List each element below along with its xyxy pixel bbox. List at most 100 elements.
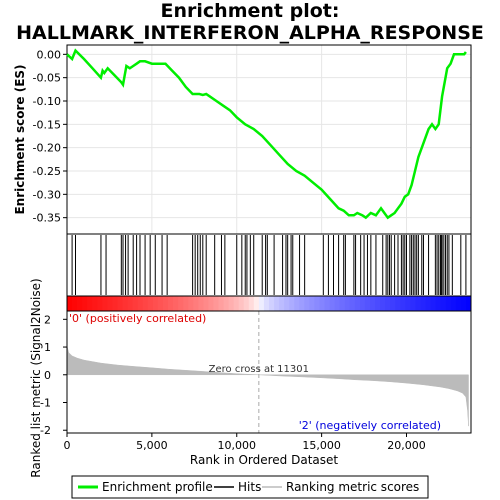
es-ytick-label: -0.35: [33, 212, 61, 225]
rank-ytick-label: 0: [44, 369, 51, 382]
rank-color-bar-segment: [137, 296, 144, 311]
rank-color-bar-segment: [107, 296, 113, 311]
rank-color-bar-segment: [354, 296, 361, 311]
rank-color-bar-segment: [152, 296, 159, 311]
enrichment-profile-line: [66, 48, 467, 220]
rank-color-bar-segment: [314, 296, 320, 311]
rank-ytick-label: -1: [40, 397, 51, 410]
rank-color-bar-segment: [440, 296, 447, 311]
rank-xtick-label: 15,000: [302, 439, 341, 452]
rank-color-bar-segment: [319, 296, 326, 311]
rank-color-bar-segment: [324, 296, 331, 311]
rank-color-bar-segment: [132, 296, 139, 311]
rank-color-bar-segment: [77, 296, 83, 311]
rank-color-bar-segment: [147, 296, 154, 311]
rank-color-bar-segment: [400, 296, 406, 311]
rank-color-bar-segment: [299, 296, 305, 311]
rank-color-bar-segment: [294, 296, 300, 311]
rank-color-bar-segment: [168, 296, 174, 311]
rank-xlabel: Rank in Ordered Dataset: [190, 453, 338, 467]
rank-color-bar-segment: [410, 296, 416, 311]
title-line-2: HALLMARK_INTERFERON_ALPHA_RESPONSE: [16, 22, 484, 44]
rank-color-bar-segment: [253, 296, 260, 311]
rank-color-bar-segment: [339, 296, 346, 311]
rank-color-bar-segment: [233, 296, 240, 311]
es-ytick-label: -0.20: [33, 142, 61, 155]
rank-color-bar-segment: [122, 296, 129, 311]
ranking-metric-area: [66, 345, 469, 427]
rank-color-bar-segment: [183, 296, 189, 311]
hits-panel: [66, 233, 472, 312]
rank-color-bar-segment: [127, 296, 134, 311]
rank-color-bar-segment: [460, 296, 467, 311]
rank-color-bar-segment: [364, 296, 371, 311]
rank-color-bar-segment: [157, 296, 164, 311]
legend-box: [71, 475, 429, 499]
rank-color-bar-segment: [97, 296, 103, 311]
rank-color-bar-segment: [188, 296, 194, 311]
rank-color-bar-segment: [375, 296, 381, 311]
rank-ylabel: Ranked list metric (Signal2Noise): [29, 278, 43, 477]
rank-color-bar-segment: [142, 296, 149, 311]
negative-correlation-label: '2' (negatively correlated): [299, 419, 441, 432]
es-plot-frame: [66, 44, 472, 235]
rank-color-bar-segment: [279, 296, 285, 311]
rank-color-bar-segment: [405, 296, 411, 311]
rank-color-bar-segment: [445, 296, 452, 311]
rank-color-bar-segment: [112, 296, 118, 311]
rank-color-bar-segment: [269, 296, 275, 311]
rank-color-bar-segment: [258, 296, 265, 311]
legend-item-label: Enrichment profile: [102, 480, 213, 494]
rank-color-bar-segment: [67, 296, 73, 311]
es-panel: 0.00 -0.05 -0.10 -0.15 -0.20 -0.25 -0.30 -0.35 E…: [13, 44, 472, 235]
hits-frame: [66, 233, 472, 297]
legend-item-label: Hits: [238, 480, 261, 494]
rank-color-bar-segment: [415, 296, 421, 311]
rank-color-bar-segment: [213, 296, 219, 311]
rank-color-bar-segment: [102, 296, 108, 311]
es-ytick-label: -0.10: [33, 95, 61, 108]
rank-color-bar-segment: [92, 296, 98, 311]
rank-xtick-label: 20,000: [387, 439, 426, 452]
rank-color-bar-segment: [349, 296, 356, 311]
es-ytick-label: -0.25: [33, 165, 61, 178]
rank-color-bar-segment: [263, 296, 270, 311]
rank-color-bar-segment: [117, 296, 124, 311]
es-ylabel: Enrichment score (ES): [13, 64, 27, 214]
rank-color-bar-segment: [243, 296, 250, 311]
rank-color-bar-segment: [203, 296, 209, 311]
rank-color-bar-segment: [395, 296, 401, 311]
rank-color-bar-segment: [173, 296, 179, 311]
rank-color-bar-segment: [420, 296, 427, 311]
es-ytick-label: -0.15: [33, 118, 61, 131]
rank-color-bar-segment: [248, 296, 255, 311]
rank-color-bar-segment: [193, 296, 199, 311]
rank-color-bar-segment: [289, 296, 295, 311]
rank-color-bar-segment: [370, 296, 376, 311]
rank-color-bar-segment: [455, 296, 462, 311]
rank-color-bar-segment: [178, 296, 184, 311]
rank-color-bar-segment: [385, 296, 391, 311]
rank-color-bar-segment: [359, 296, 366, 311]
rank-xtick-label: 5,000: [136, 439, 168, 452]
positive-correlation-label: '0' (positively correlated): [69, 312, 206, 325]
rank-color-bar-segment: [344, 296, 351, 311]
legend-item-label: Ranking metric scores: [286, 480, 419, 494]
es-ytick-label: -0.30: [33, 188, 61, 201]
rank-color-bar-segment: [465, 296, 472, 311]
rank-color-bar-segment: [425, 296, 432, 311]
rank-color-bar-segment: [329, 296, 336, 311]
zero-cross-label: Zero cross at 11301: [209, 364, 309, 375]
rank-color-bar-segment: [72, 296, 78, 311]
legend: Enrichment profile Hits Ranking metric sco…: [71, 475, 429, 499]
rank-color-bar-segment: [87, 296, 93, 311]
rank-plot-frame: [66, 310, 472, 434]
rank-color-bar-segment: [218, 296, 225, 311]
rank-color-bar-segment: [309, 296, 315, 311]
rank-xtick-label: 10,000: [217, 439, 256, 452]
rank-color-bar-segment: [284, 296, 290, 311]
rank-ytick-label: 1: [44, 341, 51, 354]
rank-color-bar-segment: [274, 296, 280, 311]
title-line-1: Enrichment plot:: [160, 0, 340, 22]
